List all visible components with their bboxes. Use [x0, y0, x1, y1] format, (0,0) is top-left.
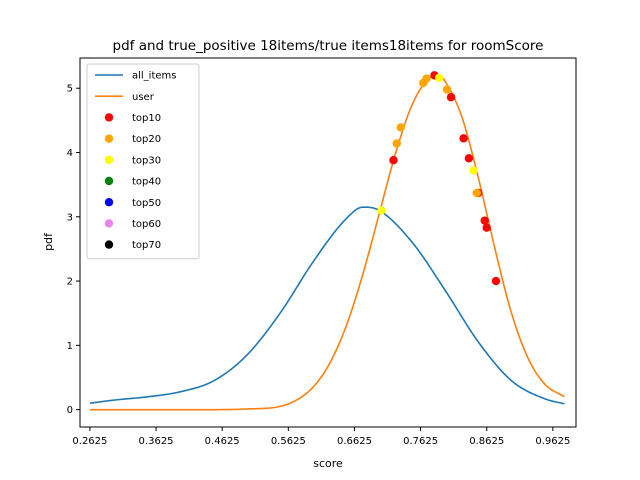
chart-title: pdf and true_positive 18items/true items… — [113, 38, 544, 54]
legend-swatch-top50 — [104, 198, 114, 207]
series-line-user — [89, 74, 565, 411]
legend-swatch-top40 — [104, 176, 114, 186]
point-top10 — [459, 134, 468, 143]
y-axis: 0 1 2 3 4 5 — [67, 84, 80, 416]
point-top30 — [377, 206, 386, 215]
x-tick-label: 0.5625 — [271, 436, 306, 447]
x-tick-label: 0.8625 — [469, 436, 504, 447]
legend-label-top40: top40 — [132, 177, 161, 188]
point-top20 — [392, 139, 401, 148]
point-top10 — [464, 154, 474, 163]
x-tick-label: 0.3625 — [139, 436, 174, 447]
x-tick-label: 0.4625 — [205, 436, 240, 447]
y-tick-label: 4 — [67, 148, 73, 159]
point-top30 — [434, 73, 444, 83]
legend-swatch-top70 — [104, 240, 114, 249]
legend-label-top10: top10 — [132, 113, 161, 124]
y-axis-label: pdf — [42, 232, 55, 251]
legend-label-top50: top50 — [132, 198, 161, 209]
point-top10 — [446, 93, 456, 102]
legend-label-all-items: all_items — [132, 71, 177, 82]
legend-swatch-top60 — [104, 219, 114, 228]
x-tick-label: 0.6625 — [337, 436, 372, 447]
x-axis-label: score — [313, 457, 343, 470]
point-top30 — [469, 166, 478, 175]
point-top10 — [491, 276, 501, 286]
y-tick-label: 5 — [67, 84, 73, 95]
y-tick-label: 0 — [67, 405, 73, 416]
legend-label-top30: top30 — [132, 155, 161, 166]
point-top20 — [422, 74, 431, 83]
legend-label-top60: top60 — [132, 219, 161, 230]
point-top20 — [442, 85, 452, 94]
series-line-all-items — [89, 206, 565, 405]
point-top10 — [389, 156, 398, 165]
legend-label-top20: top20 — [132, 134, 161, 145]
legend-swatch-top20 — [104, 134, 114, 143]
legend-label-user: user — [132, 92, 155, 103]
legend-swatch-top30 — [104, 155, 114, 164]
plot-frame — [79, 57, 577, 428]
legend-box — [86, 63, 200, 260]
x-axis: 0.2625 0.3625 0.4625 0.5625 0.6625 0.7625 0.86… — [72, 427, 570, 447]
series-layer — [89, 71, 565, 411]
point-top10 — [482, 223, 491, 232]
x-tick-label: 0.9625 — [535, 436, 570, 447]
y-tick-label: 1 — [67, 341, 73, 352]
point-top20 — [472, 188, 481, 198]
y-tick-label: 3 — [67, 212, 73, 223]
legend-swatch-top10 — [104, 113, 114, 122]
x-tick-label: 0.2625 — [72, 436, 107, 447]
y-tick-label: 2 — [67, 277, 73, 288]
point-top20 — [396, 123, 405, 132]
point-top10 — [480, 216, 489, 225]
legend-label-top70: top70 — [132, 240, 161, 251]
x-tick-label: 0.7625 — [403, 436, 438, 447]
